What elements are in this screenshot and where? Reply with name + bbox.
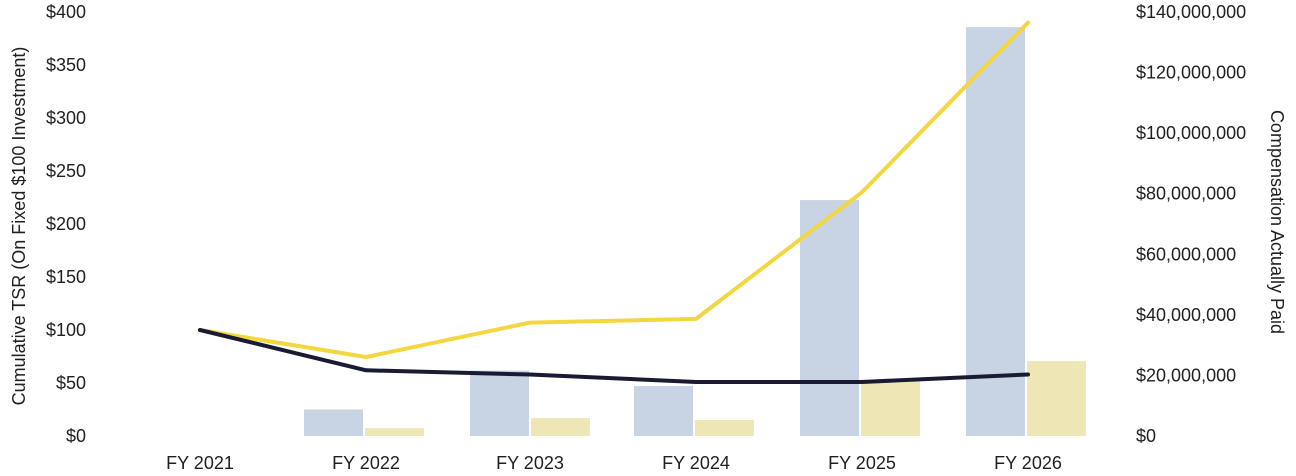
left-tick-label: $300 xyxy=(46,108,86,128)
bar-series1-4 xyxy=(800,200,859,436)
bar-series2-1 xyxy=(365,428,424,436)
bar-series1-3 xyxy=(634,386,693,436)
left-tick-label: $200 xyxy=(46,214,86,234)
bar-series2-3 xyxy=(695,419,754,436)
bar-series1-1 xyxy=(304,409,363,436)
x-tick-label: FY 2025 xyxy=(828,453,896,473)
bar-series1-2 xyxy=(470,370,529,436)
left-tick-label: $100 xyxy=(46,320,86,340)
left-tick-label: $250 xyxy=(46,161,86,181)
right-tick-label: $20,000,000 xyxy=(1136,365,1236,385)
x-tick-label: FY 2023 xyxy=(496,453,564,473)
right-tick-label: $60,000,000 xyxy=(1136,244,1236,264)
x-tick-label: FY 2021 xyxy=(166,453,234,473)
right-axis-ticks: $0 $20,000,000 $40,000,000 $60,000,000 $80,0… xyxy=(1136,2,1246,446)
left-tick-label: $0 xyxy=(66,426,86,446)
lines-layer xyxy=(198,20,1030,384)
right-tick-label: $40,000,000 xyxy=(1136,305,1236,325)
left-tick-label: $150 xyxy=(46,267,86,287)
x-axis-ticks: FY 2021 FY 2022 FY 2023 FY 2024 FY 2025 FY 20… xyxy=(166,453,1062,473)
right-tick-label: $100,000,000 xyxy=(1136,123,1246,143)
x-tick-label: FY 2026 xyxy=(994,453,1062,473)
bars-layer xyxy=(304,27,1086,437)
right-tick-label: $140,000,000 xyxy=(1136,2,1246,22)
right-axis-title: Compensation Actually Paid xyxy=(1267,110,1287,334)
right-tick-label: $120,000,000 xyxy=(1136,63,1246,83)
bar-series2-2 xyxy=(531,418,590,436)
right-tick-label: $80,000,000 xyxy=(1136,184,1236,204)
x-tick-label: FY 2024 xyxy=(662,453,730,473)
bar-series1-5 xyxy=(966,27,1025,437)
left-tick-label: $400 xyxy=(46,2,86,22)
line-series-1 xyxy=(198,20,1030,360)
left-axis-ticks: $0 $50 $100 $150 $200 $250 $300 $350 $400 xyxy=(46,2,86,446)
right-tick-label: $0 xyxy=(1136,426,1156,446)
left-tick-label: $50 xyxy=(56,373,86,393)
line-series-2 xyxy=(198,328,1030,384)
left-axis-title: Cumulative TSR (On Fixed $100 Investment… xyxy=(9,47,29,406)
bar-series2-5 xyxy=(1027,361,1086,436)
x-tick-label: FY 2022 xyxy=(332,453,400,473)
bar-series2-4 xyxy=(861,379,920,436)
left-tick-label: $350 xyxy=(46,55,86,75)
